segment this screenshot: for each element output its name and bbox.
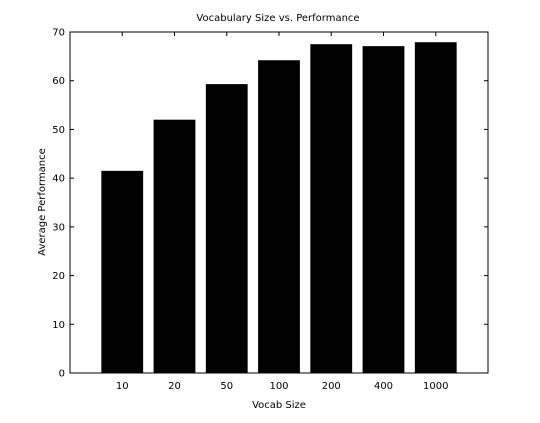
x-tick-label: 10 [116,381,129,392]
bar-200 [310,44,353,374]
y-tick-label: 70 [52,28,65,39]
bar-1000 [414,42,457,373]
bars-group [101,42,457,374]
y-tick-label: 60 [52,76,65,87]
x-axis-label: Vocab Size [252,400,306,411]
y-axis-label: Average Performance [37,148,48,256]
y-tick-label: 10 [52,320,65,331]
x-tick-label: 100 [269,381,288,392]
x-tick-label: 50 [220,381,233,392]
y-tick-label: 30 [52,222,65,233]
x-tick-label: 20 [168,381,181,392]
y-tick-label: 0 [59,369,65,380]
ticks-group: 10 20 50 100 200 400 1000 0 10 20 30 40 50 60 70 [52,28,488,392]
y-tick-label: 40 [52,174,65,185]
chart-title: Vocabulary Size vs. Performance [196,13,359,24]
bar-20 [153,119,196,373]
y-tick-label: 50 [52,125,65,136]
y-tick-label: 20 [52,271,65,282]
bar-400 [362,46,405,373]
x-tick-label: 1000 [423,381,448,392]
bar-100 [258,60,300,373]
bar-50 [205,84,248,374]
x-tick-label: 400 [374,381,393,392]
bar-10 [101,170,144,373]
plot-frame [69,31,489,374]
x-tick-label: 200 [322,381,341,392]
